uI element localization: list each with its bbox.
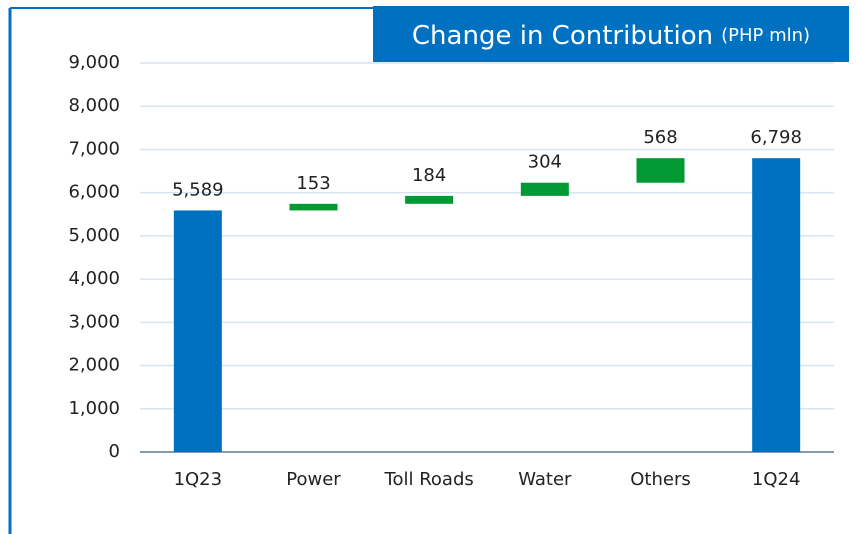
chart-subtitle: (PHP mln) bbox=[721, 25, 810, 46]
chart-title: Change in Contribution bbox=[412, 21, 713, 51]
title-box bbox=[373, 6, 849, 62]
y-tick-label: 2,000 bbox=[68, 355, 120, 376]
value-label: 304 bbox=[528, 152, 562, 173]
bar bbox=[173, 210, 222, 452]
y-tick-label: 3,000 bbox=[68, 311, 120, 332]
x-tick-label: Others bbox=[630, 469, 691, 490]
x-tick-label: Toll Roads bbox=[384, 469, 474, 490]
x-tick-label: Water bbox=[518, 469, 572, 490]
value-label: 5,589 bbox=[172, 179, 224, 200]
bar bbox=[636, 158, 685, 183]
y-tick-label: 9,000 bbox=[68, 52, 120, 73]
x-tick-label: 1Q24 bbox=[752, 469, 801, 490]
y-tick-label: 6,000 bbox=[68, 182, 120, 203]
y-tick-label: 7,000 bbox=[68, 138, 120, 159]
value-label: 6,798 bbox=[750, 127, 802, 148]
bar bbox=[289, 203, 338, 211]
y-tick-label: 4,000 bbox=[68, 268, 120, 289]
y-tick-label: 1,000 bbox=[68, 398, 120, 419]
y-tick-label: 0 bbox=[109, 441, 120, 462]
value-label: 568 bbox=[643, 127, 677, 148]
chart-title-group: Change in Contribution (PHP mln) bbox=[412, 21, 810, 51]
x-tick-label: Power bbox=[286, 469, 341, 490]
y-tick-label: 5,000 bbox=[68, 225, 120, 246]
y-tick-label: 8,000 bbox=[68, 95, 120, 116]
value-label: 153 bbox=[296, 173, 330, 194]
x-tick-label: 1Q23 bbox=[174, 469, 223, 490]
bar bbox=[405, 195, 454, 204]
bar bbox=[520, 182, 569, 196]
value-label: 184 bbox=[412, 165, 446, 186]
bar bbox=[752, 158, 801, 452]
